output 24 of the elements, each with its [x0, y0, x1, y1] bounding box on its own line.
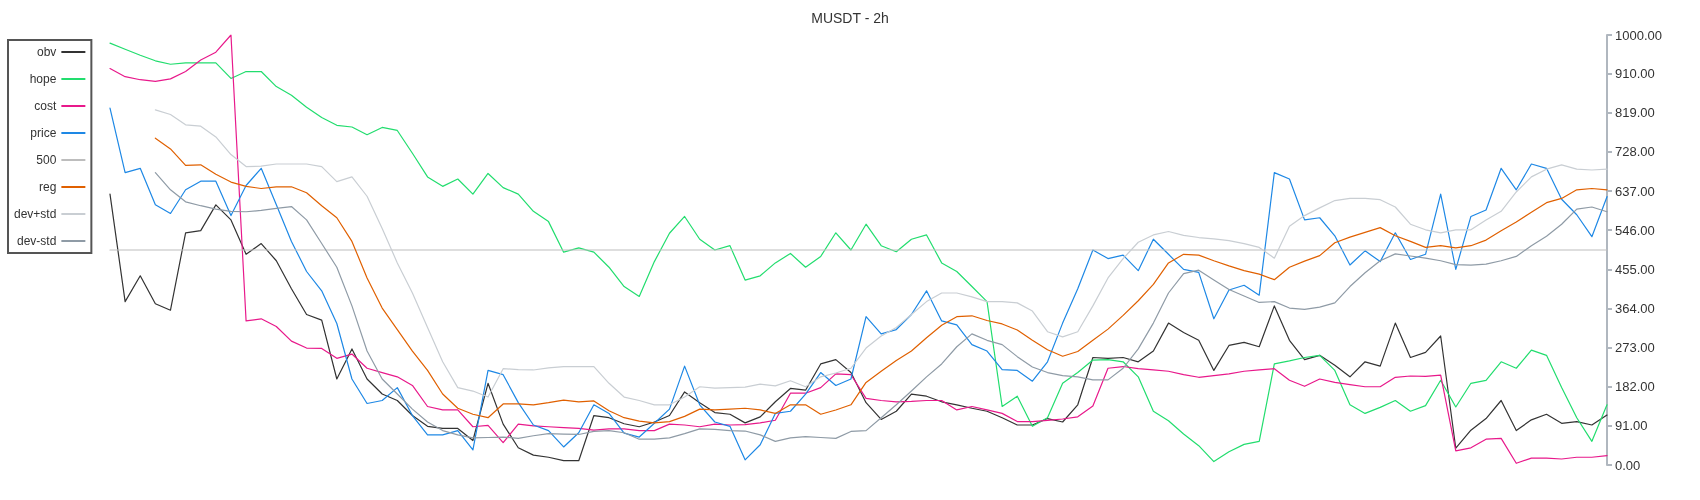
- line-series: [109, 193, 1608, 462]
- line-series: [109, 107, 1608, 461]
- y-tick-label: 637.00: [1615, 183, 1655, 199]
- legend-label: obv: [37, 45, 57, 59]
- y-tick-label: 546.00: [1615, 222, 1655, 238]
- y-tick-label: 819.00: [1615, 105, 1655, 121]
- legend-label: dev-std: [17, 234, 57, 248]
- y-tick-label: 455.00: [1615, 261, 1655, 277]
- y-tick-label: 910.00: [1615, 66, 1655, 82]
- y-tick-label: 91.00: [1615, 418, 1648, 434]
- legend-label: cost: [34, 99, 58, 113]
- line-series: [154, 172, 1608, 442]
- legend-label: reg: [39, 180, 57, 194]
- legend-label: price: [30, 126, 57, 140]
- y-tick-label: 364.00: [1615, 300, 1655, 316]
- y-tick-label: 182.00: [1615, 379, 1655, 395]
- y-tick-label: 728.00: [1615, 144, 1655, 160]
- y-tick-label: 1000.00: [1615, 27, 1662, 43]
- y-tick-label: 0.00: [1615, 457, 1641, 473]
- chart-title: MUSDT - 2h: [811, 10, 889, 26]
- legend-label: 500: [36, 153, 57, 167]
- legend-label: dev+std: [13, 207, 57, 221]
- legend-label: hope: [29, 72, 57, 86]
- y-tick-label: 273.00: [1615, 340, 1655, 356]
